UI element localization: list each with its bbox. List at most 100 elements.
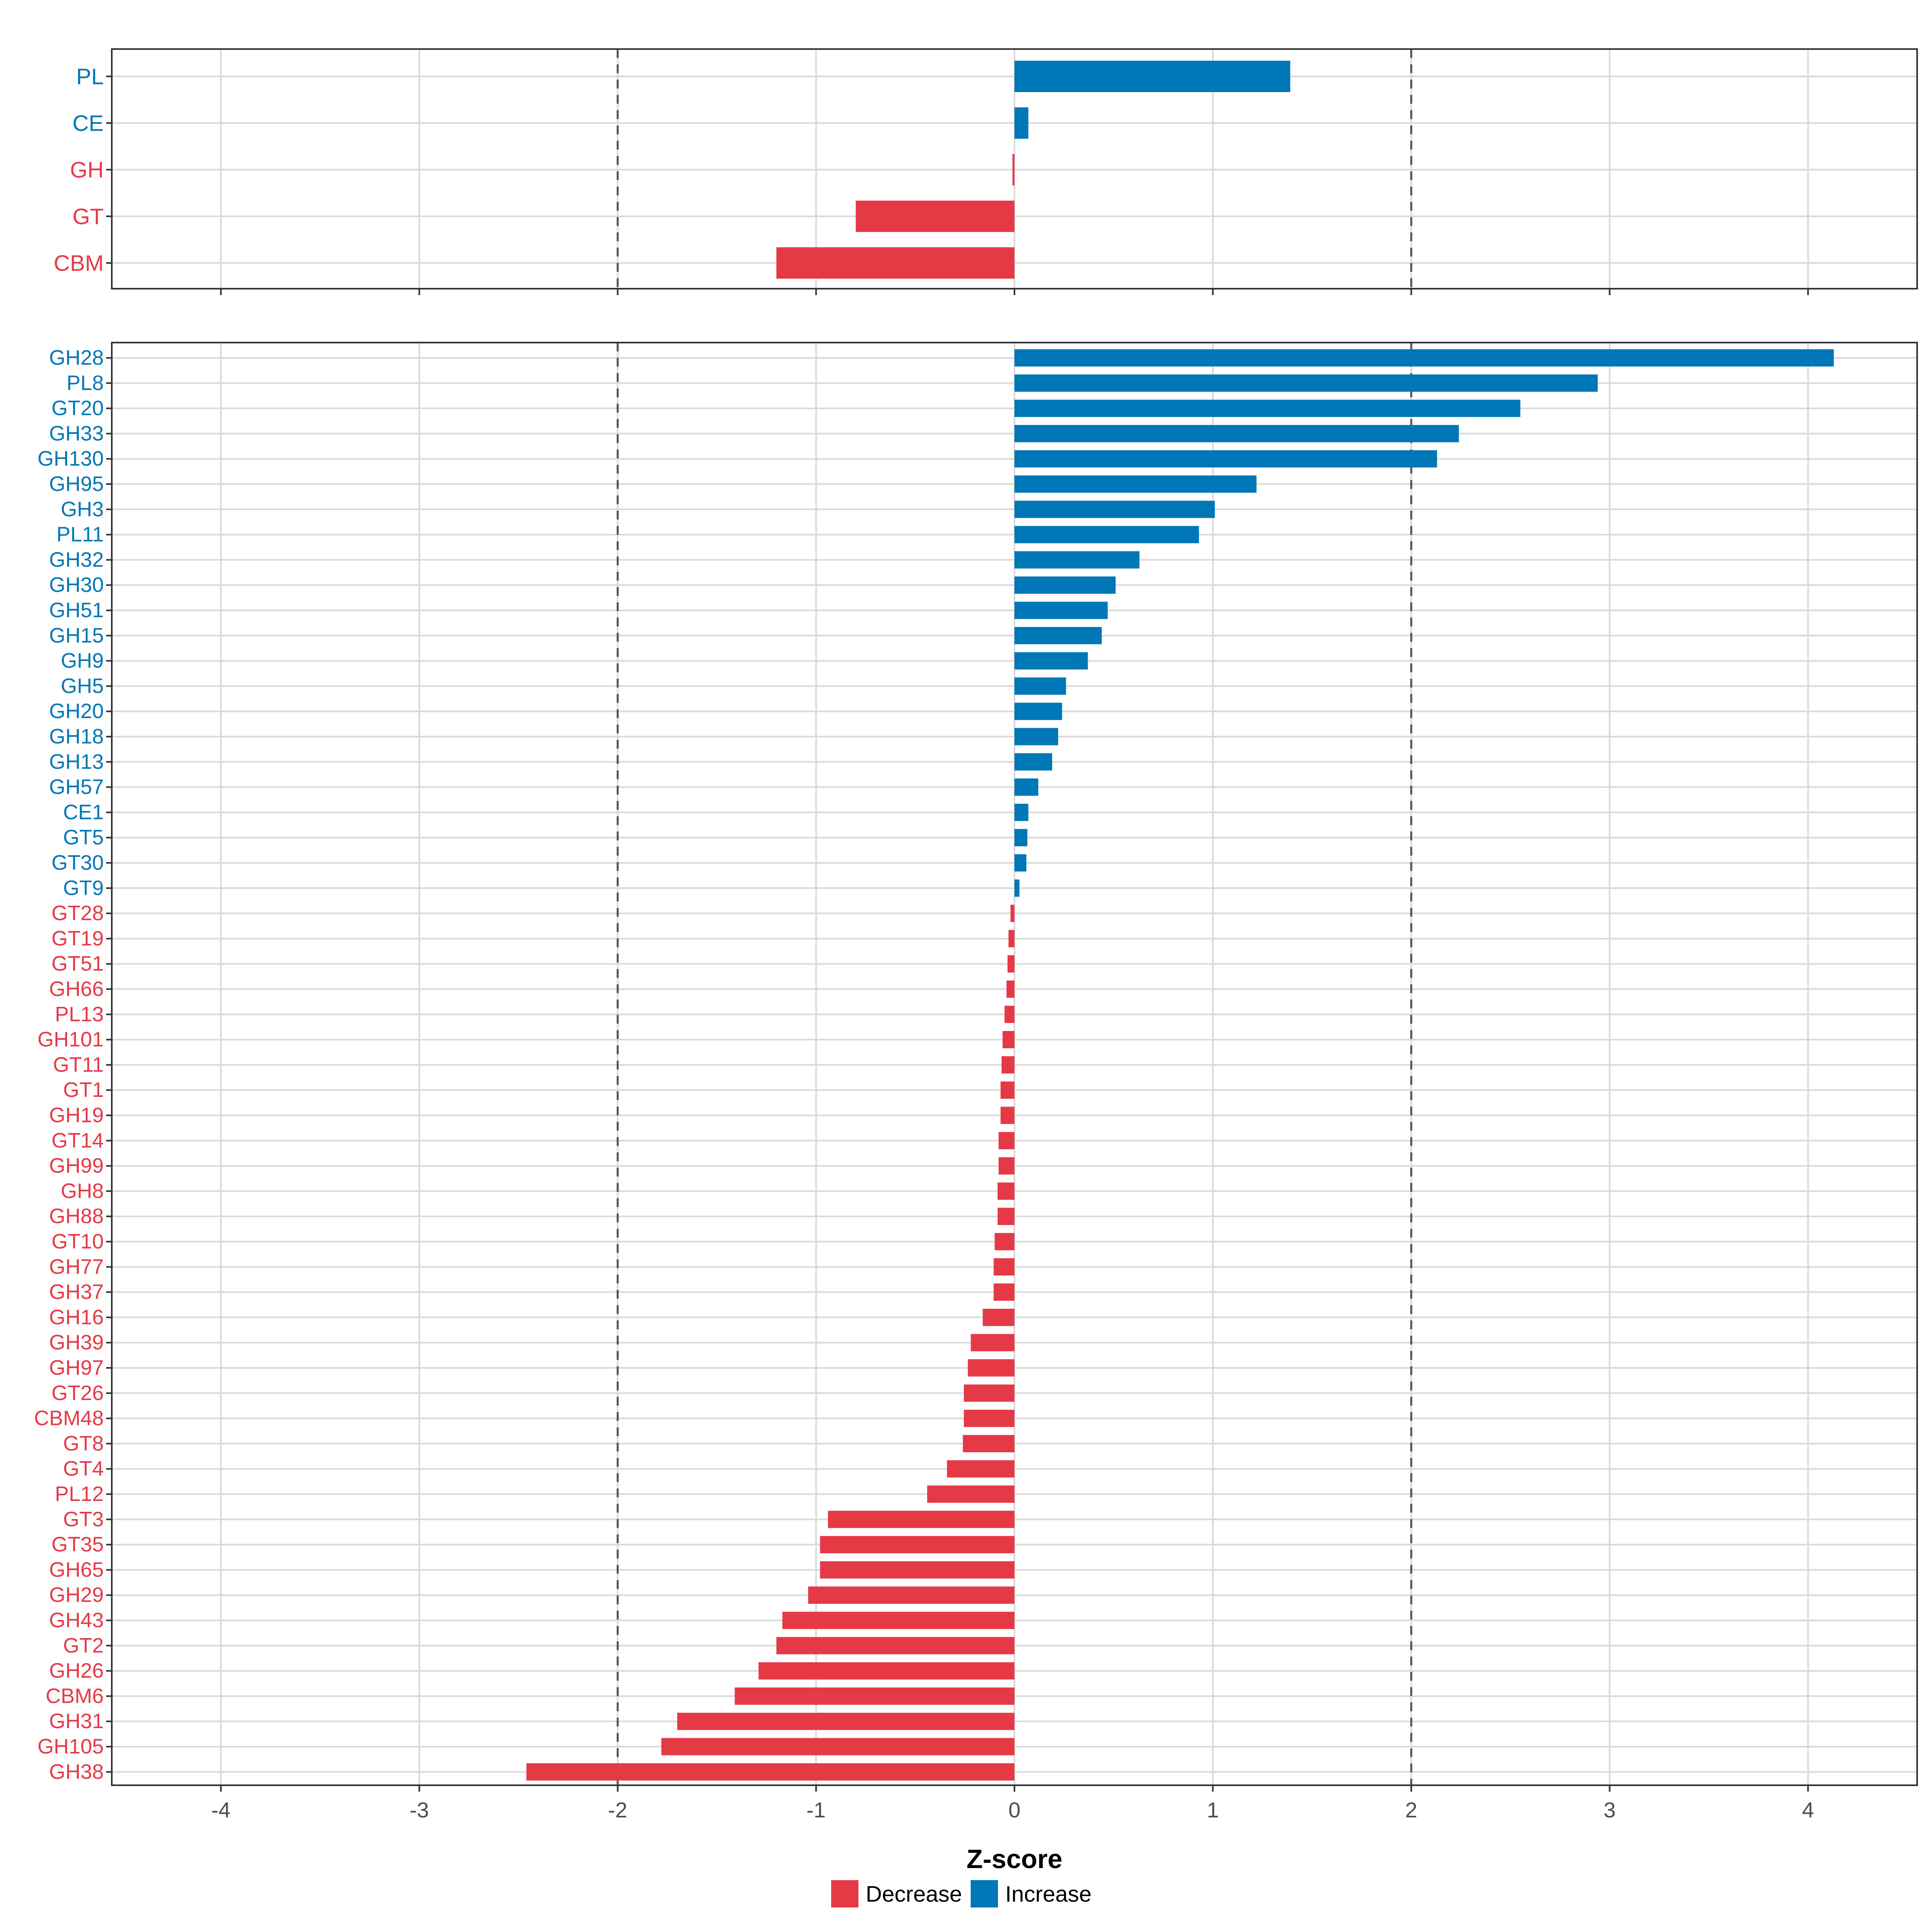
bar-gh88 (998, 1207, 1014, 1225)
bar-gh37 (994, 1283, 1014, 1301)
y-label-gh16: GH16 (49, 1306, 104, 1329)
y-label-gh77: GH77 (49, 1255, 104, 1279)
bar-gt (856, 201, 1014, 232)
y-label-gh31: GH31 (49, 1710, 104, 1733)
bar-gt19 (1008, 930, 1014, 947)
bar-gh30 (1014, 576, 1116, 594)
bar-gh33 (1014, 425, 1459, 442)
bar-pl12 (927, 1485, 1014, 1503)
bar-gh29 (808, 1586, 1014, 1604)
bar-cbm48 (964, 1410, 1014, 1427)
bar-gt2 (776, 1637, 1014, 1655)
bar-gh13 (1014, 753, 1052, 771)
y-label-pl: PL (76, 64, 104, 89)
bar-cbm (776, 247, 1014, 279)
y-label-gh33: GH33 (49, 422, 104, 445)
bar-gt8 (963, 1435, 1014, 1452)
y-label-gt3: GT3 (63, 1508, 104, 1531)
bar-gt4 (947, 1460, 1014, 1478)
y-label-gh5: GH5 (61, 674, 104, 698)
y-label-ce: CE (72, 111, 104, 136)
bar-gh31 (677, 1712, 1014, 1730)
y-label-pl12: PL12 (55, 1482, 104, 1506)
bar-gh19 (1000, 1107, 1014, 1124)
legend-label-decrease: Decrease (866, 1881, 962, 1907)
legend-label-increase: Increase (1005, 1881, 1092, 1907)
bar-gh51 (1014, 602, 1108, 619)
bar-gh38 (526, 1763, 1014, 1781)
bar-gh18 (1014, 728, 1058, 745)
bar-gh (1012, 154, 1014, 185)
y-label-gh13: GH13 (49, 750, 104, 774)
bar-gt20 (1014, 400, 1521, 417)
bar-gh20 (1014, 702, 1062, 720)
y-label-gt20: GT20 (51, 397, 104, 420)
bar-gh95 (1014, 475, 1257, 493)
bar-gh65 (820, 1561, 1014, 1579)
y-label-gh38: GH38 (49, 1760, 104, 1784)
bar-gt30 (1014, 854, 1027, 872)
y-label-pl11: PL11 (56, 523, 104, 546)
y-label-cbm6: CBM6 (46, 1684, 104, 1708)
y-label-gt14: GT14 (51, 1129, 104, 1152)
y-label-pl8: PL8 (66, 372, 104, 395)
x-tick-label-1: 1 (1207, 1798, 1219, 1822)
bar-gh66 (1006, 980, 1014, 998)
bar-gh130 (1014, 450, 1437, 468)
legend-swatch-increase (971, 1880, 998, 1907)
bar-pl (1014, 61, 1290, 92)
y-label-gh95: GH95 (49, 472, 104, 496)
y-label-gh105: GH105 (37, 1735, 104, 1758)
y-label-gh101: GH101 (37, 1028, 104, 1051)
y-label-gh28: GH28 (49, 346, 104, 370)
x-tick-label-0: 0 (1008, 1798, 1020, 1822)
bar-pl8 (1014, 374, 1598, 392)
y-label-pl13: PL13 (55, 1003, 104, 1026)
y-label-gh57: GH57 (49, 776, 104, 799)
y-label-gh37: GH37 (49, 1281, 104, 1304)
bar-gh9 (1014, 652, 1088, 670)
bar-gh105 (661, 1738, 1014, 1755)
y-label-gh88: GH88 (49, 1205, 104, 1228)
bar-gt9 (1014, 879, 1020, 897)
bar-pl11 (1014, 526, 1199, 544)
y-label-gt30: GT30 (51, 851, 104, 875)
bar-gt3 (828, 1511, 1014, 1528)
y-label-gh19: GH19 (49, 1104, 104, 1127)
bar-gh28 (1014, 349, 1834, 367)
bar-gh99 (998, 1157, 1014, 1175)
y-label-gh65: GH65 (49, 1558, 104, 1581)
x-tick-label--4: -4 (211, 1798, 230, 1822)
y-label-gh18: GH18 (49, 725, 104, 748)
bar-gh43 (782, 1612, 1014, 1629)
y-label-cbm48: CBM48 (34, 1407, 104, 1430)
y-label-gh99: GH99 (49, 1154, 104, 1178)
y-label-gt11: GT11 (53, 1053, 104, 1076)
y-label-gt: GT (72, 204, 104, 229)
y-label-gt10: GT10 (51, 1230, 104, 1253)
y-label-gt28: GT28 (51, 902, 104, 925)
x-tick-label-2: 2 (1405, 1798, 1417, 1822)
x-tick-label-3: 3 (1604, 1798, 1616, 1822)
y-label-gt4: GT4 (63, 1457, 104, 1480)
y-label-gh130: GH130 (37, 447, 104, 470)
y-label-gh39: GH39 (49, 1331, 104, 1354)
bar-gt35 (820, 1536, 1014, 1554)
panel-top: PL CE GH GT CBM (54, 48, 1918, 295)
y-label-gh15: GH15 (49, 624, 104, 647)
bar-gt26 (964, 1384, 1014, 1402)
y-label-gh9: GH9 (61, 649, 104, 673)
y-label-gh8: GH8 (61, 1179, 104, 1203)
x-tick-label--3: -3 (410, 1798, 429, 1822)
y-label-gh32: GH32 (49, 548, 104, 571)
bar-gh39 (971, 1334, 1014, 1351)
y-label-gt35: GT35 (51, 1533, 104, 1556)
x-axis-title: Z-score (967, 1844, 1062, 1874)
bar-gh3 (1014, 501, 1215, 518)
bar-gt5 (1014, 829, 1028, 846)
y-label-gt1: GT1 (63, 1078, 104, 1102)
bar-gh5 (1014, 677, 1066, 695)
y-label-gh29: GH29 (49, 1583, 104, 1607)
